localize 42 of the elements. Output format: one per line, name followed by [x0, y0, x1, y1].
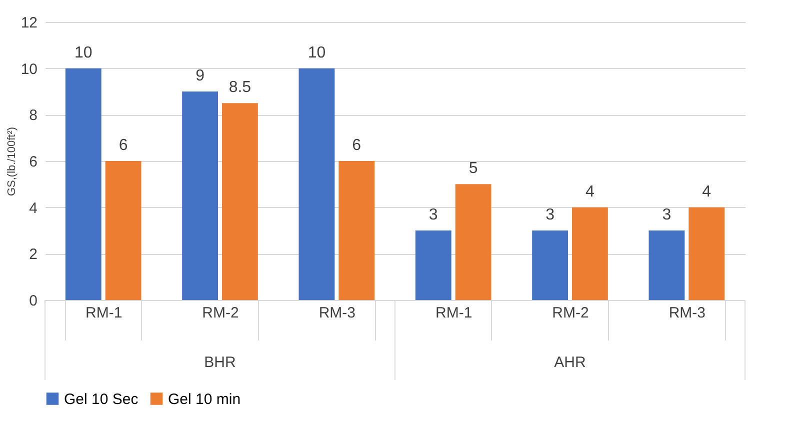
bar	[182, 92, 218, 300]
data-label: 9	[196, 68, 205, 84]
y-tick-label: 6	[29, 154, 38, 170]
y-tick-label: 4	[29, 200, 38, 217]
bar	[688, 207, 725, 300]
x-tick-label: RM-3	[318, 304, 356, 322]
data-label: 6	[352, 137, 362, 154]
x-tick-label: RM-1	[85, 304, 122, 322]
bar	[532, 230, 568, 300]
y-axis-title: GS,(lb./100ft²)	[6, 126, 18, 196]
bar	[65, 68, 102, 300]
y-tick-label: 8	[29, 107, 38, 124]
legend-label: Gel 10 min	[168, 390, 241, 408]
data-label: 3	[662, 206, 672, 224]
bar	[338, 161, 375, 300]
text: AHR	[554, 354, 586, 371]
bar	[298, 68, 335, 300]
data-label: 6	[118, 137, 128, 154]
bar	[572, 207, 608, 300]
y-tick-label: 0	[29, 292, 38, 310]
text: BHR	[204, 354, 236, 371]
data-label: 4	[702, 183, 712, 200]
bar	[648, 230, 685, 300]
y-tick-label: 2	[29, 246, 38, 264]
bar	[455, 184, 492, 300]
y-tick-label: 12	[20, 14, 38, 32]
bar	[222, 103, 258, 300]
data-label: 3	[546, 206, 555, 224]
data-label: 3	[428, 206, 438, 224]
y-tick-label: 10	[20, 60, 38, 78]
data-label: 4	[586, 183, 595, 200]
data-label: 10	[74, 44, 92, 62]
bar	[415, 230, 452, 300]
legend-label: Gel 10 Sec	[64, 390, 139, 408]
bar	[105, 161, 142, 300]
x-tick-label: RM-2	[552, 304, 589, 322]
x-tick-label: RM-3	[668, 304, 706, 322]
x-tick-label: RM-2	[202, 304, 239, 322]
data-label: 10	[308, 44, 326, 62]
x-tick-label: RM-1	[435, 304, 472, 322]
data-label: 5	[468, 160, 478, 178]
data-label: 8.5	[228, 79, 252, 96]
